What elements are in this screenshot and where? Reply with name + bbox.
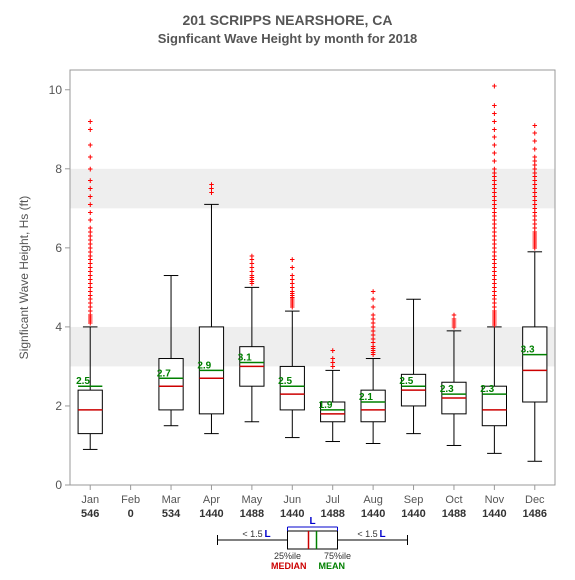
month-count: 1440 xyxy=(401,508,425,520)
outlier-marker: + xyxy=(532,120,537,130)
outlier-marker: + xyxy=(249,251,254,261)
month-count: 0 xyxy=(128,508,134,520)
chart-title-2: Signficant Wave Height by month for 2018 xyxy=(158,31,418,46)
legend-box xyxy=(288,531,338,549)
outlier-marker: + xyxy=(492,81,497,91)
legend-L-label: L xyxy=(309,516,315,527)
box xyxy=(280,366,304,409)
month-count: 1440 xyxy=(482,508,506,520)
y-tick-label: 10 xyxy=(49,83,63,97)
mean-value-label: 3.3 xyxy=(521,345,535,356)
mean-value-label: 2.9 xyxy=(197,360,211,371)
outlier-marker: + xyxy=(88,116,93,126)
month-label: Sep xyxy=(404,494,424,506)
mean-value-label: 2.7 xyxy=(157,368,171,379)
outlier-marker: + xyxy=(290,255,295,265)
y-tick-label: 4 xyxy=(55,320,62,334)
month-label: Jun xyxy=(283,494,301,506)
month-label: Feb xyxy=(121,494,140,506)
month-label: Oct xyxy=(445,494,462,506)
outlier-marker: + xyxy=(88,176,93,186)
mean-value-label: 2.5 xyxy=(278,376,292,387)
outlier-marker: + xyxy=(451,310,456,320)
month-label: Jul xyxy=(326,494,340,506)
outlier-marker: + xyxy=(88,164,93,174)
outlier-marker: + xyxy=(88,140,93,150)
month-count: 1488 xyxy=(442,508,466,520)
box xyxy=(523,327,547,402)
grid-band xyxy=(70,327,555,367)
mean-value-label: 2.1 xyxy=(359,392,373,403)
month-label: Aug xyxy=(363,494,383,506)
mean-value-label: 2.3 xyxy=(440,384,454,395)
month-label: Apr xyxy=(203,494,220,506)
mean-value-label: 1.9 xyxy=(319,400,333,411)
box xyxy=(78,390,102,433)
y-tick-label: 0 xyxy=(55,478,62,492)
month-label: Dec xyxy=(525,494,545,506)
month-count: 546 xyxy=(81,508,99,520)
outlier-marker: + xyxy=(88,152,93,162)
legend-75pct: 75%ile xyxy=(324,551,351,561)
month-count: 534 xyxy=(162,508,181,520)
chart-container: 0 2 4 6 8 10 Signficant Wave Height, Hs (ft) 20… xyxy=(0,0,575,580)
legend-mean-label: MEAN xyxy=(319,561,346,571)
chart-title-1: 201 SCRIPPS NEARSHORE, CA xyxy=(182,12,392,28)
y-tick-label: 8 xyxy=(55,162,62,176)
y-axis-title: Signficant Wave Height, Hs (ft) xyxy=(17,196,31,360)
month-label: May xyxy=(241,494,262,506)
y-tick-label: 6 xyxy=(55,241,62,255)
legend-25pct: 25%ile xyxy=(274,551,301,561)
month-count: 1440 xyxy=(280,508,304,520)
outlier-marker: + xyxy=(330,346,335,356)
legend-range-right: < 1.5 xyxy=(357,529,377,539)
legend-median-label: MEDIAN xyxy=(271,561,307,571)
outlier-marker: + xyxy=(209,180,214,190)
grid-band xyxy=(70,169,555,209)
month-count: 1488 xyxy=(320,508,344,520)
legend-range-left: < 1.5 xyxy=(242,529,262,539)
box xyxy=(159,359,183,410)
month-label: Mar xyxy=(162,494,181,506)
month-count: 1486 xyxy=(523,508,547,520)
y-tick-label: 2 xyxy=(55,399,62,413)
mean-value-label: 2.5 xyxy=(399,376,413,387)
month-label: Nov xyxy=(485,494,505,506)
month-count: 1488 xyxy=(240,508,264,520)
boxplot-chart: 0 2 4 6 8 10 Signficant Wave Height, Hs (ft) 20… xyxy=(0,0,575,580)
legend-range-right-L: L xyxy=(379,529,385,540)
month-count: 1440 xyxy=(199,508,223,520)
outlier-marker: + xyxy=(492,101,497,111)
mean-value-label: 3.1 xyxy=(238,352,252,363)
mean-value-label: 2.3 xyxy=(480,384,494,395)
outlier-marker: + xyxy=(370,286,375,296)
month-label: Jan xyxy=(81,494,99,506)
mean-value-label: 2.5 xyxy=(76,376,90,387)
month-count: 1440 xyxy=(361,508,385,520)
legend-range-left-L: L xyxy=(264,529,270,540)
